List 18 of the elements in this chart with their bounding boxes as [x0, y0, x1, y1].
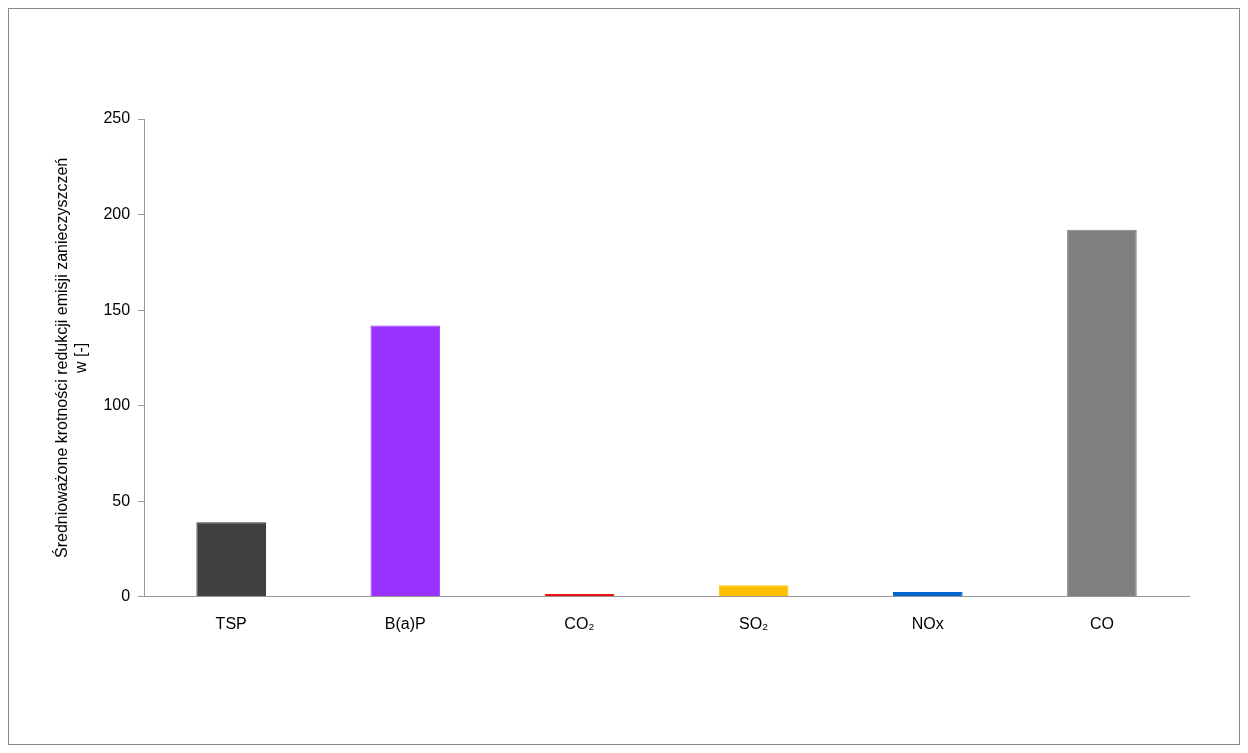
y-tick-label: 50 — [112, 491, 131, 509]
y-tick-label: 200 — [103, 204, 131, 222]
y-tick-label: 0 — [121, 587, 131, 605]
x-tick-label: NOx — [911, 614, 944, 632]
bar — [196, 522, 266, 597]
y-tick-label: 250 — [103, 109, 131, 127]
x-tick-label: CO — [1089, 614, 1114, 632]
x-tick-label: CO₂ — [564, 614, 595, 632]
bar — [370, 325, 441, 597]
bar — [718, 585, 789, 597]
y-tick-label: 150 — [103, 300, 131, 318]
y-tick-label: 100 — [103, 396, 131, 414]
bar — [892, 592, 963, 597]
x-tick-label: B(a)P — [384, 614, 426, 632]
y-axis-title: Średnioważone krotności redukcji emisji zanieczyszczeń w [-] — [52, 157, 90, 558]
x-tick-label: SO₂ — [738, 614, 769, 632]
bar — [1067, 229, 1137, 597]
x-tick-label: TSP — [215, 614, 247, 632]
